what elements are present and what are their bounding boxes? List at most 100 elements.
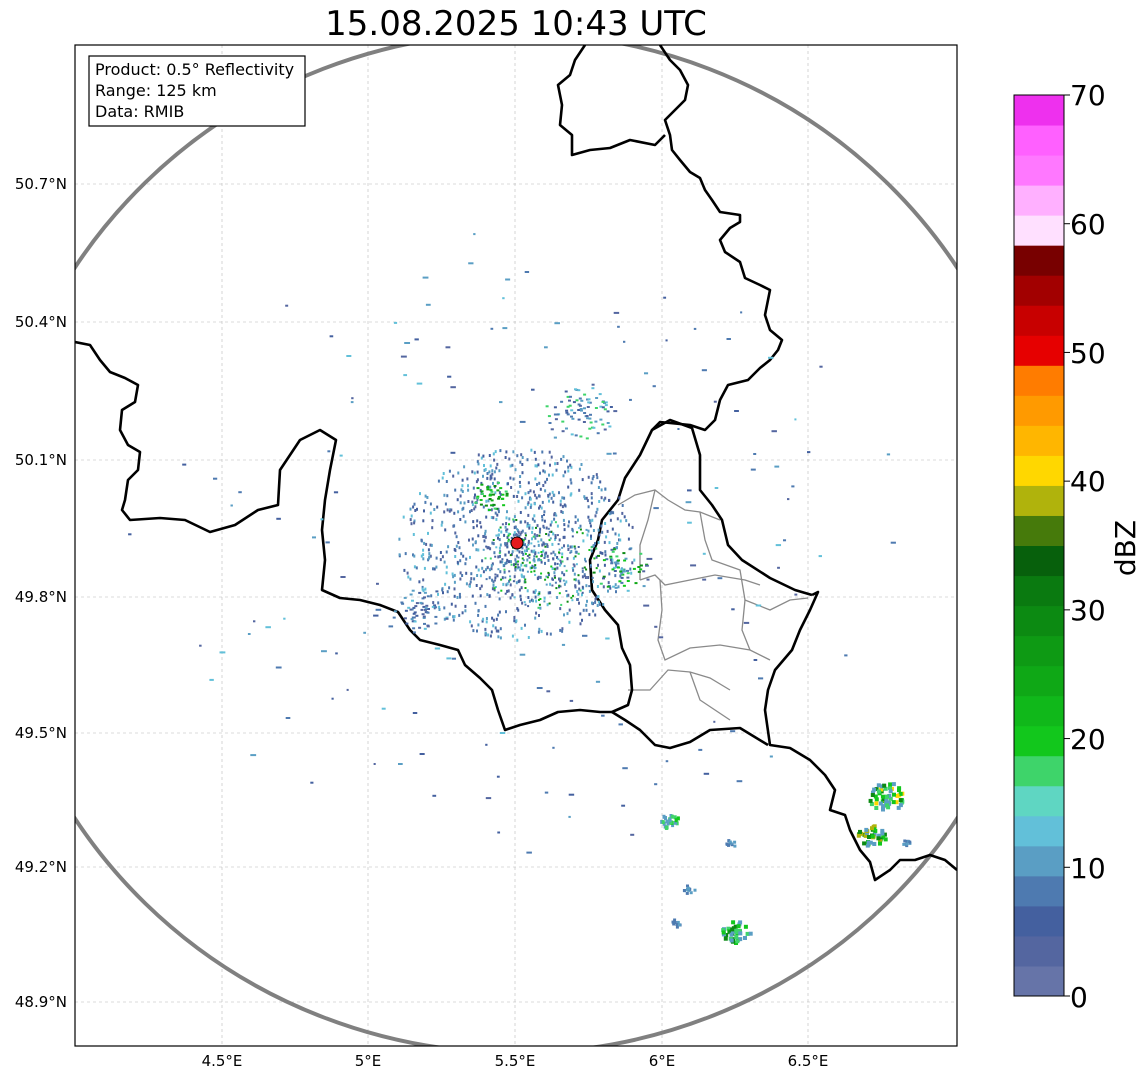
echo-pixel <box>559 585 562 588</box>
echo-pixel <box>411 620 415 623</box>
echo-pixel <box>731 929 735 934</box>
echo-pixel <box>461 490 464 493</box>
echo-pixel <box>559 563 562 567</box>
map-title: 15.08.2025 10:43 UTC <box>325 4 707 44</box>
echo-pixel <box>543 526 546 529</box>
echo-pixel <box>427 558 430 562</box>
echo-pixel <box>519 484 522 488</box>
colorbar-label: dBZ <box>1109 520 1142 576</box>
echo-pixel <box>497 533 500 536</box>
echo-pixel <box>544 346 548 349</box>
echo-pixel <box>455 535 458 539</box>
colorbar-segment <box>1014 875 1064 907</box>
echo-pixel <box>519 598 522 602</box>
echo-pixel <box>626 572 630 575</box>
echo-pixel <box>526 555 529 557</box>
echo-pixel <box>565 590 568 592</box>
echo-pixel <box>564 470 567 474</box>
echo-pixel <box>492 542 495 546</box>
echo-pixel <box>595 397 599 399</box>
echo-pixel <box>567 469 570 473</box>
echo-pixel <box>630 833 635 836</box>
echo-pixel <box>523 575 526 579</box>
echo-pixel <box>476 470 479 474</box>
echo-pixel <box>456 596 459 599</box>
echo-pixel <box>456 498 459 502</box>
colorbar-segment <box>1014 425 1064 456</box>
echo-pixel <box>446 590 449 594</box>
echo-pixel <box>423 596 426 599</box>
echo-pixel <box>526 502 529 506</box>
echo-pixel <box>457 471 460 475</box>
echo-pixel <box>546 632 549 636</box>
echo-pixel <box>886 453 891 456</box>
echo-pixel <box>544 545 547 548</box>
echo-pixel <box>532 599 534 603</box>
colorbar-tick-label: 60 <box>1070 208 1106 241</box>
echo-pixel <box>506 545 509 549</box>
echo-pixel <box>588 401 592 404</box>
echo-pixel <box>702 578 707 581</box>
echo-pixel <box>490 567 493 571</box>
echo-pixel <box>520 453 523 457</box>
echo-pixel <box>548 530 551 533</box>
echo-pixel <box>484 627 487 631</box>
echo-pixel <box>588 417 592 420</box>
echo-pixel <box>457 510 460 514</box>
echo-pixel <box>566 459 568 463</box>
echo-pixel <box>594 597 597 601</box>
echo-pixel <box>525 545 528 549</box>
echo-pixel <box>422 557 425 561</box>
echo-pixel <box>498 491 501 495</box>
echo-pixel <box>253 620 256 623</box>
echo-pixel <box>532 590 535 594</box>
echo-pixel <box>609 558 612 562</box>
echo-pixel <box>905 842 909 846</box>
echo-pixel <box>486 593 489 597</box>
echo-pixel <box>510 486 513 489</box>
echo-pixel <box>602 559 606 562</box>
echo-pixel <box>552 550 555 554</box>
echo-pixel <box>604 553 607 557</box>
echo-pixel <box>479 574 482 578</box>
echo-pixel <box>415 602 419 605</box>
echo-pixel <box>731 608 735 611</box>
echo-pixel <box>626 580 630 582</box>
echo-pixel <box>502 504 506 507</box>
echo-pixel <box>533 502 536 506</box>
echo-pixel <box>888 796 893 801</box>
echo-pixel <box>604 550 607 554</box>
echo-pixel <box>660 819 664 824</box>
echo-pixel <box>553 513 556 517</box>
echo-pixel <box>549 463 551 467</box>
echo-pixel <box>428 552 431 556</box>
echo-pixel <box>572 401 576 404</box>
echo-pixel <box>524 492 527 496</box>
echo-pixel <box>526 589 529 593</box>
echo-pixel <box>554 512 557 516</box>
echo-pixel <box>497 507 500 511</box>
echo-pixel <box>594 420 598 423</box>
echo-pixel <box>555 514 558 517</box>
echo-pixel <box>477 609 480 613</box>
echo-pixel <box>573 411 577 414</box>
echo-pixel <box>531 526 534 530</box>
echo-pixel <box>427 531 429 535</box>
echo-pixel <box>892 792 896 797</box>
echo-pixel <box>433 567 436 571</box>
echo-pixel <box>485 499 488 503</box>
echo-pixel <box>608 498 611 502</box>
echo-pixel <box>453 594 456 598</box>
echo-pixel <box>876 836 881 841</box>
echo-pixel <box>561 511 564 514</box>
echo-pixel <box>467 500 470 503</box>
echo-pixel <box>480 456 483 460</box>
echo-pixel <box>631 561 634 565</box>
echo-pixel <box>461 574 464 577</box>
echo-pixel <box>527 636 530 639</box>
echo-pixel <box>879 787 884 792</box>
echo-pixel <box>504 490 508 493</box>
echo-pixel <box>375 608 382 611</box>
echo-pixel <box>558 551 560 554</box>
echo-pixel <box>482 454 485 458</box>
